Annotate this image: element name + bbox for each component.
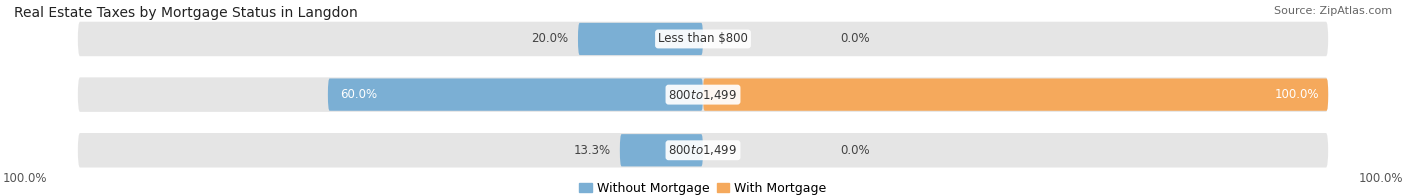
FancyBboxPatch shape	[77, 22, 1329, 56]
Text: 0.0%: 0.0%	[841, 144, 870, 157]
Text: 100.0%: 100.0%	[1358, 172, 1403, 185]
Text: Source: ZipAtlas.com: Source: ZipAtlas.com	[1274, 6, 1392, 16]
FancyBboxPatch shape	[620, 134, 703, 166]
Text: 100.0%: 100.0%	[1274, 88, 1319, 101]
FancyBboxPatch shape	[578, 23, 703, 55]
Text: Real Estate Taxes by Mortgage Status in Langdon: Real Estate Taxes by Mortgage Status in …	[14, 6, 357, 20]
Text: 100.0%: 100.0%	[3, 172, 48, 185]
Text: 0.0%: 0.0%	[841, 32, 870, 45]
FancyBboxPatch shape	[77, 77, 1329, 112]
Text: $800 to $1,499: $800 to $1,499	[668, 88, 738, 102]
FancyBboxPatch shape	[77, 133, 1329, 168]
FancyBboxPatch shape	[703, 78, 1329, 111]
Text: 13.3%: 13.3%	[574, 144, 610, 157]
Text: 20.0%: 20.0%	[531, 32, 568, 45]
FancyBboxPatch shape	[328, 78, 703, 111]
Legend: Without Mortgage, With Mortgage: Without Mortgage, With Mortgage	[579, 182, 827, 195]
Text: 60.0%: 60.0%	[340, 88, 377, 101]
Text: $800 to $1,499: $800 to $1,499	[668, 143, 738, 157]
Text: Less than $800: Less than $800	[658, 32, 748, 45]
